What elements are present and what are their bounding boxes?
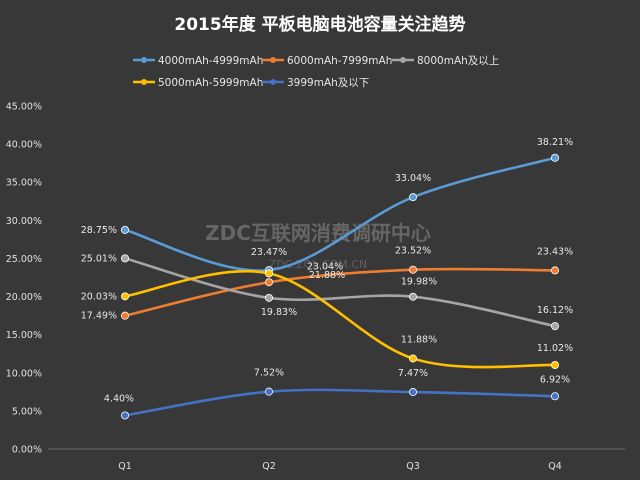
chart-title: 2015年度 平板电脑电池容量关注趋势	[174, 14, 465, 35]
legend-marker	[141, 79, 147, 85]
data-point	[264, 387, 273, 396]
data-label: 38.21%	[537, 137, 573, 148]
y-tick-label: 0.00%	[12, 445, 42, 456]
data-label: 19.98%	[401, 277, 437, 288]
data-point	[408, 354, 417, 363]
legend-label: 8000mAh及以上	[417, 55, 499, 67]
data-point	[121, 225, 130, 234]
series-line-0	[123, 156, 557, 272]
x-axis: Q1 Q2 Q3 Q4	[118, 461, 562, 472]
data-point	[551, 266, 560, 275]
watermark-url: ZDC.ZOL.COM.CN	[269, 258, 367, 271]
watermark-group: ZDC互联网消费调研中心 ZDC.ZOL.COM.CN	[205, 221, 431, 271]
data-label: 23.04%	[307, 261, 343, 272]
data-point	[264, 269, 273, 278]
legend-marker	[270, 79, 276, 85]
series-line-4	[123, 388, 557, 417]
series-line-1	[123, 267, 557, 317]
data-label: 6.92%	[540, 374, 570, 385]
data-labels: 28.75% 23.47% 33.04% 38.21% 17.49% 21.88% 23.5…	[81, 137, 573, 405]
x-tick-label: Q3	[406, 461, 420, 472]
legend-label: 6000mAh-7999mAh	[287, 55, 392, 67]
x-tick-label: Q1	[118, 461, 132, 472]
x-tick-label: Q2	[262, 461, 276, 472]
data-point	[551, 322, 560, 331]
data-label: 4.40%	[104, 393, 134, 404]
data-label: 20.03%	[81, 291, 117, 302]
data-label: 28.75%	[81, 225, 117, 236]
y-tick-label: 20.00%	[6, 292, 42, 303]
series-line-3	[123, 269, 557, 369]
data-label: 7.47%	[398, 368, 428, 379]
data-label: 21.88%	[309, 270, 345, 281]
data-point	[551, 153, 560, 162]
data-point	[408, 265, 417, 274]
data-point	[551, 361, 560, 370]
data-point	[121, 411, 130, 420]
y-axis: 0.00% 5.00% 10.00% 15.00% 20.00% 25.00% 30.00%…	[6, 102, 625, 456]
data-point	[264, 293, 273, 302]
data-label: 11.88%	[401, 334, 437, 345]
legend-marker	[400, 57, 406, 63]
legend-label: 5000mAh-5999mAh	[158, 77, 263, 89]
data-label: 23.52%	[395, 246, 431, 257]
watermark: ZDC互联网消费调研中心	[205, 221, 431, 245]
y-tick-label: 25.00%	[6, 254, 42, 265]
y-tick-label: 40.00%	[6, 140, 42, 151]
data-point	[408, 292, 417, 301]
data-point	[551, 392, 560, 401]
data-point	[264, 278, 273, 287]
legend-marker	[141, 57, 147, 63]
data-label: 19.83%	[261, 307, 297, 318]
y-tick-label: 10.00%	[6, 368, 42, 379]
series-line-2	[123, 257, 557, 328]
data-label: 25.01%	[81, 253, 117, 264]
legend: 4000mAh-4999mAh 6000mAh-7999mAh 8000mAh及以上…	[133, 55, 499, 89]
legend-label: 3999mAh及以下	[287, 77, 369, 89]
data-label: 23.47%	[251, 247, 287, 258]
data-label: 7.52%	[254, 368, 284, 379]
data-point	[121, 311, 130, 320]
data-point	[121, 292, 130, 301]
series-group	[121, 153, 560, 420]
data-label: 17.49%	[81, 311, 117, 322]
y-tick-label: 5.00%	[12, 406, 42, 417]
data-point	[408, 388, 417, 397]
data-point	[408, 193, 417, 202]
data-label: 33.04%	[395, 173, 431, 184]
legend-label: 4000mAh-4999mAh	[158, 55, 263, 67]
data-label: 16.12%	[537, 305, 573, 316]
data-label: 11.02%	[537, 343, 573, 354]
data-label: 23.43%	[537, 246, 573, 257]
data-point	[121, 254, 130, 263]
y-tick-label: 15.00%	[6, 330, 42, 341]
y-tick-label: 45.00%	[6, 102, 42, 113]
y-tick-label: 35.00%	[6, 178, 42, 189]
legend-marker	[270, 57, 276, 63]
y-tick-label: 30.00%	[6, 216, 42, 227]
x-tick-label: Q4	[548, 461, 562, 472]
